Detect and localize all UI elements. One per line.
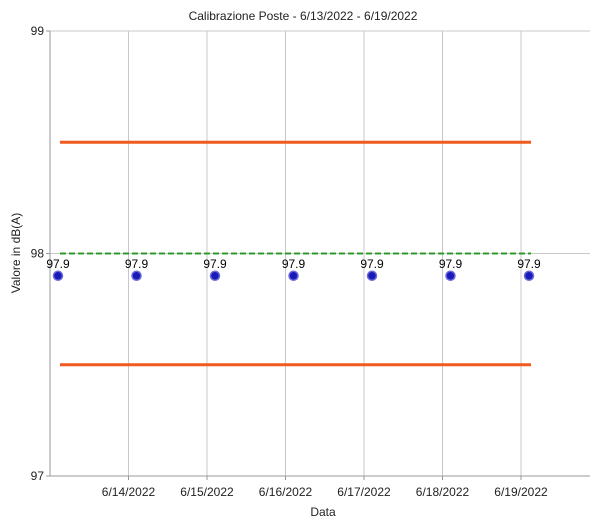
x-tick-label: 6/14/2022 bbox=[102, 485, 156, 499]
y-axis-label: Valore in dB(A) bbox=[9, 213, 23, 293]
y-tick-label: 99 bbox=[31, 24, 45, 38]
x-tick-label: 6/18/2022 bbox=[416, 485, 470, 499]
data-label: 97.9 bbox=[439, 257, 463, 271]
data-label: 97.9 bbox=[517, 257, 541, 271]
x-tick-label: 6/19/2022 bbox=[494, 485, 548, 499]
data-points: 97.9 97.9 97.9 97.9 97.9 97.9 97.9 bbox=[46, 257, 541, 281]
chart-title: Calibrazione Poste - 6/13/2022 - 6/19/20… bbox=[189, 9, 418, 23]
x-tick-label: 6/16/2022 bbox=[259, 485, 313, 499]
y-tick-label: 98 bbox=[31, 247, 45, 261]
data-point bbox=[52, 270, 64, 281]
axes bbox=[46, 30, 590, 480]
x-tick-label: 6/15/2022 bbox=[180, 485, 234, 499]
data-point bbox=[523, 270, 535, 281]
x-tick-label: 6/17/2022 bbox=[337, 485, 391, 499]
data-point bbox=[209, 270, 221, 281]
data-point bbox=[131, 270, 142, 281]
data-point bbox=[445, 270, 456, 281]
reference-lines bbox=[60, 140, 531, 367]
tick-labels: 97 98 99 6/14/2022 6/15/2022 6/16/2022 6/17/20… bbox=[31, 24, 548, 499]
data-label: 97.9 bbox=[360, 257, 384, 271]
grid-lines bbox=[50, 30, 590, 476]
data-label: 97.9 bbox=[125, 257, 149, 271]
data-label: 97.9 bbox=[282, 257, 306, 271]
x-axis-label: Data bbox=[310, 505, 336, 519]
data-point bbox=[288, 270, 299, 281]
data-label: 97.9 bbox=[46, 257, 70, 271]
y-tick-label: 97 bbox=[31, 469, 45, 483]
data-label: 97.9 bbox=[203, 257, 227, 271]
data-point bbox=[366, 270, 378, 281]
